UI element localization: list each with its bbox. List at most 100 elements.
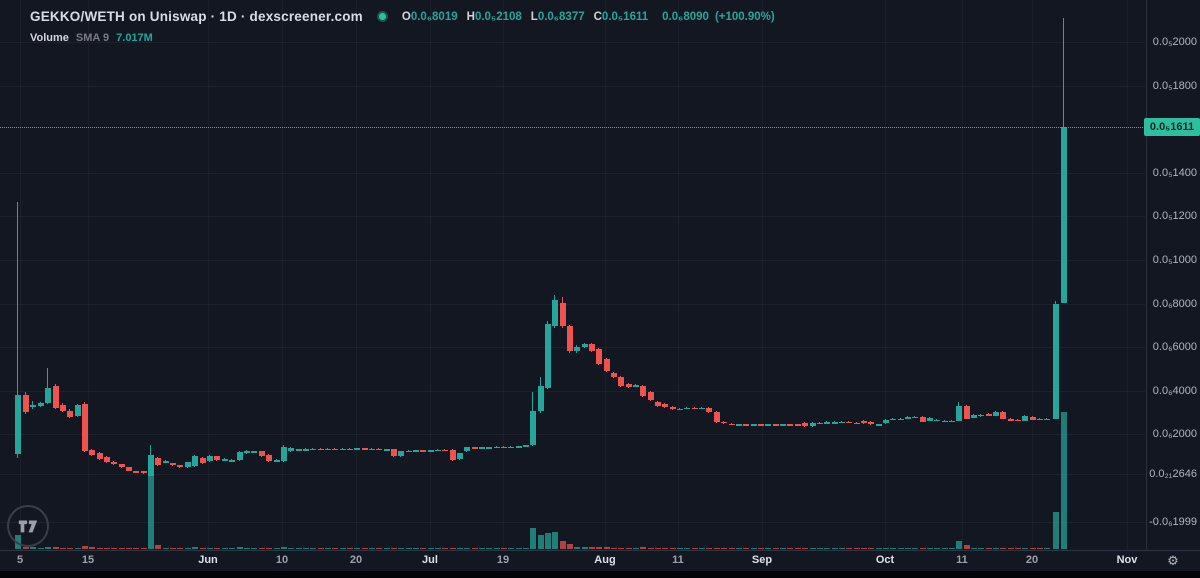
- volume-bar: [684, 548, 690, 549]
- volume-bar: [310, 548, 316, 549]
- volume-bar: [244, 548, 250, 549]
- price-tick-label: 0.0₆6000: [1152, 341, 1197, 354]
- candle: [38, 402, 44, 406]
- time-axis[interactable]: ⚙ 5 15 Jun 10 20 Jul 19 Aug 11 Sep Oct 11 20 Nov: [0, 550, 1200, 571]
- candle: [89, 450, 95, 456]
- candle: [721, 421, 727, 424]
- candle: [787, 424, 793, 426]
- candle: [795, 424, 801, 426]
- volume-bar: [170, 548, 176, 549]
- volume-bar: [824, 548, 830, 549]
- candle: [964, 405, 970, 419]
- candle: [133, 471, 139, 473]
- candle: [486, 447, 492, 449]
- candle: [406, 450, 412, 453]
- v-gridline: [678, 0, 679, 550]
- candle: [310, 448, 316, 451]
- volume-bar: [1030, 548, 1036, 549]
- volume-bar: [163, 547, 169, 549]
- volume-bar: [883, 548, 889, 549]
- time-tick-label: 10: [275, 554, 289, 566]
- candle: [832, 422, 838, 424]
- candle: [626, 383, 632, 387]
- candle: [552, 299, 558, 327]
- volume-bar: [457, 548, 463, 549]
- candle: [296, 449, 302, 451]
- candle: [60, 404, 66, 411]
- volume-bar: [706, 548, 712, 549]
- candle: [729, 423, 735, 425]
- candle: [318, 448, 324, 451]
- h-gridline: [0, 216, 1145, 218]
- volume-bar: [545, 533, 551, 549]
- volume-bar: [141, 548, 147, 549]
- volume-bar: [743, 548, 749, 549]
- volume-bar: [119, 548, 125, 549]
- volume-bar: [60, 547, 66, 549]
- candle: [141, 471, 147, 474]
- candle: [420, 450, 426, 452]
- volume-bar: [552, 532, 558, 549]
- v-gridline: [88, 0, 89, 550]
- candle: [604, 359, 610, 371]
- candle: [949, 420, 955, 423]
- volume-bar: [626, 548, 632, 549]
- candle: [376, 448, 382, 451]
- candle: [611, 372, 617, 377]
- volume-bar: [508, 548, 514, 549]
- volume-bar: [207, 547, 213, 549]
- price-axis[interactable]: 0.0₅2000 0.0₅1800 0.0₅1400 0.0₅1200 0.0₅1000…: [1146, 0, 1200, 550]
- candle: [589, 344, 595, 352]
- volume-bar: [920, 548, 926, 549]
- h-gridline: [0, 260, 1145, 261]
- volume-bar: [303, 548, 309, 549]
- volume-bar: [964, 545, 970, 549]
- volume-bar: [912, 548, 918, 549]
- candle: [82, 403, 88, 452]
- candle: [1053, 303, 1059, 419]
- candle: [920, 416, 926, 422]
- candle: [155, 458, 161, 466]
- price-tick-label: -0.0₆1999: [1149, 515, 1197, 528]
- volume-bar: [986, 548, 992, 549]
- candlestick-chart-canvas[interactable]: [0, 0, 1145, 550]
- volume-bar: [111, 548, 117, 549]
- volume-bar: [530, 528, 536, 549]
- tradingview-watermark[interactable]: [7, 505, 49, 547]
- price-tick-label: 0.0₆4000: [1152, 384, 1197, 397]
- candle: [956, 405, 962, 421]
- volume-bar: [148, 457, 154, 549]
- price-tick-label: 0.0₆8000: [1152, 297, 1197, 310]
- time-tick-label: 15: [81, 554, 95, 566]
- settings-gear-icon[interactable]: ⚙: [1167, 553, 1179, 568]
- ohlc-item-c: C0.0₅1611: [593, 10, 649, 23]
- volume-bar: [729, 548, 735, 549]
- chart-header: GEKKO/WETH on Uniswap · 1D · dexscreener…: [30, 9, 775, 24]
- h-gridline: [0, 434, 1145, 436]
- h-gridline: [0, 473, 1145, 475]
- candle: [428, 450, 434, 452]
- candle: [545, 324, 551, 388]
- v-gridline: [962, 0, 963, 550]
- last-price-label[interactable]: 0.0₅1611: [1144, 117, 1200, 136]
- volume-bar: [126, 548, 132, 549]
- candle: [464, 447, 470, 452]
- volume-bar: [868, 548, 874, 549]
- candle: [1061, 126, 1067, 304]
- candle: [567, 326, 573, 352]
- volume-bar: [1061, 411, 1067, 549]
- candle: [530, 410, 536, 446]
- candle: [942, 420, 948, 423]
- ohlc-item-h: H0.0₅2108: [466, 10, 522, 23]
- time-tick-label: 11: [672, 554, 684, 566]
- volume-bar: [413, 548, 419, 549]
- candle: [905, 416, 911, 419]
- candle-wick: [878, 423, 879, 426]
- candle: [927, 417, 933, 421]
- volume-bar: [655, 548, 661, 549]
- candle: [384, 449, 390, 451]
- volume-bar: [259, 548, 265, 549]
- v-gridline: [503, 0, 504, 550]
- candle: [435, 449, 441, 452]
- ohlc-item-o: O0.0₆8019: [401, 10, 458, 23]
